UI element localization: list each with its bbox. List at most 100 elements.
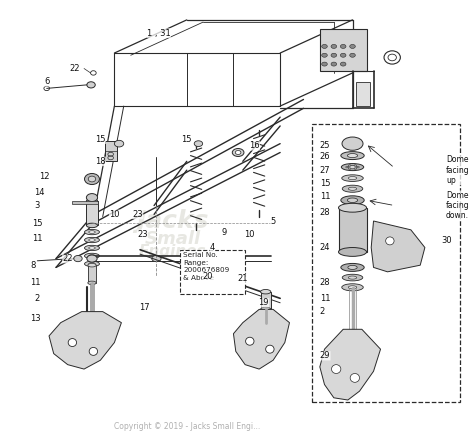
Bar [73, 201, 98, 204]
Text: 20: 20 [202, 272, 213, 281]
Text: 25: 25 [320, 141, 330, 150]
Polygon shape [49, 312, 121, 369]
Ellipse shape [231, 277, 236, 280]
Ellipse shape [152, 255, 161, 262]
Text: 15: 15 [95, 135, 106, 144]
Bar [204, 265, 210, 276]
Bar [338, 208, 366, 252]
Ellipse shape [322, 53, 328, 57]
Text: 22: 22 [63, 254, 73, 263]
Ellipse shape [342, 185, 363, 192]
Text: 17: 17 [139, 303, 150, 312]
Ellipse shape [357, 166, 359, 168]
Ellipse shape [348, 286, 357, 289]
Bar [88, 265, 96, 283]
Ellipse shape [331, 365, 341, 373]
Bar [180, 250, 245, 294]
Text: 15: 15 [320, 179, 330, 188]
Ellipse shape [194, 141, 203, 146]
Ellipse shape [348, 187, 357, 190]
Text: 8: 8 [30, 261, 36, 270]
Ellipse shape [261, 290, 271, 294]
Bar [312, 124, 460, 402]
Ellipse shape [347, 198, 358, 202]
Text: 28: 28 [320, 208, 330, 217]
Polygon shape [234, 309, 290, 369]
Ellipse shape [224, 257, 229, 260]
Ellipse shape [89, 247, 95, 249]
Text: 21: 21 [237, 274, 248, 283]
Text: 4: 4 [210, 243, 215, 252]
Ellipse shape [348, 265, 357, 269]
Text: 30: 30 [441, 236, 452, 245]
Bar [105, 141, 117, 161]
Ellipse shape [228, 275, 238, 282]
Text: 26: 26 [320, 152, 330, 161]
Ellipse shape [84, 173, 100, 184]
Ellipse shape [232, 149, 244, 156]
Text: 13: 13 [30, 314, 40, 323]
Text: 15: 15 [32, 219, 43, 228]
Text: 2: 2 [35, 294, 40, 303]
Ellipse shape [86, 194, 98, 202]
Text: Serial No.
Range:
2000676809
& Above: Serial No. Range: 2000676809 & Above [183, 252, 229, 281]
Bar [261, 292, 271, 309]
Bar [320, 29, 366, 71]
Ellipse shape [348, 276, 357, 279]
Ellipse shape [84, 253, 100, 259]
Ellipse shape [87, 255, 97, 262]
Ellipse shape [338, 248, 366, 256]
Text: 12: 12 [39, 172, 50, 181]
Ellipse shape [246, 337, 254, 345]
Polygon shape [320, 329, 381, 400]
Ellipse shape [86, 199, 98, 203]
Ellipse shape [322, 44, 328, 48]
Ellipse shape [89, 263, 95, 265]
Text: 11: 11 [32, 234, 43, 243]
Ellipse shape [350, 53, 356, 57]
Text: 28: 28 [320, 278, 330, 287]
Ellipse shape [88, 176, 96, 182]
Ellipse shape [354, 165, 356, 167]
Ellipse shape [342, 137, 363, 150]
Ellipse shape [89, 347, 98, 355]
Ellipse shape [331, 44, 337, 48]
Ellipse shape [89, 255, 95, 257]
Ellipse shape [341, 152, 364, 160]
Text: 11: 11 [30, 278, 40, 287]
Text: Jacks: Jacks [137, 209, 209, 233]
Ellipse shape [68, 339, 77, 347]
Text: 29: 29 [320, 351, 330, 360]
Text: 23: 23 [132, 210, 143, 219]
Ellipse shape [350, 373, 359, 382]
Text: Dome
facing
down.: Dome facing down. [446, 191, 470, 221]
Ellipse shape [89, 239, 95, 241]
Ellipse shape [342, 284, 363, 291]
Text: 1 , 31: 1 , 31 [147, 29, 171, 38]
Ellipse shape [88, 281, 96, 285]
Ellipse shape [331, 53, 337, 57]
Ellipse shape [204, 263, 210, 267]
Text: 22: 22 [70, 64, 80, 73]
Ellipse shape [340, 44, 346, 48]
Ellipse shape [261, 307, 271, 312]
Text: 3: 3 [35, 201, 40, 210]
Ellipse shape [354, 168, 356, 169]
Ellipse shape [338, 203, 366, 212]
Text: 10: 10 [245, 230, 255, 239]
Ellipse shape [87, 82, 95, 88]
Ellipse shape [235, 150, 241, 154]
Text: Engines: Engines [139, 244, 207, 259]
Ellipse shape [86, 223, 98, 228]
Ellipse shape [348, 176, 357, 180]
Text: 2: 2 [320, 307, 325, 316]
Ellipse shape [350, 44, 356, 48]
Polygon shape [371, 221, 425, 272]
Text: 23: 23 [137, 230, 148, 239]
Ellipse shape [348, 168, 351, 169]
Bar [356, 82, 370, 106]
Text: 14: 14 [35, 188, 45, 197]
Text: 24: 24 [320, 243, 330, 252]
Ellipse shape [341, 263, 364, 271]
Text: 5: 5 [271, 217, 276, 225]
